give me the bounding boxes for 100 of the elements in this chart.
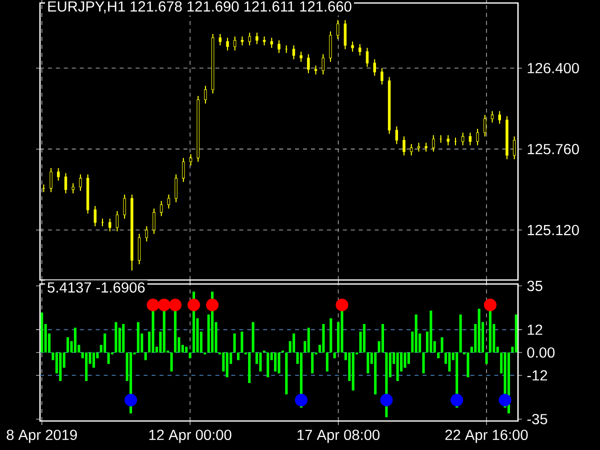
candlestick bbox=[64, 172, 68, 194]
bar bbox=[226, 352, 228, 378]
candlestick bbox=[300, 51, 302, 62]
bar bbox=[352, 352, 354, 391]
y-tick-label: 125.120 bbox=[528, 224, 579, 236]
candlestick bbox=[344, 20, 347, 50]
bar bbox=[414, 314, 418, 353]
candlestick bbox=[439, 134, 442, 144]
bar bbox=[466, 352, 470, 378]
bar bbox=[437, 352, 440, 358]
bar bbox=[266, 352, 270, 378]
bar bbox=[459, 314, 462, 353]
bar bbox=[366, 352, 370, 374]
bar bbox=[107, 352, 110, 364]
bar bbox=[240, 332, 244, 353]
bar bbox=[152, 310, 154, 353]
candlestick bbox=[380, 68, 384, 86]
candlestick bbox=[278, 40, 280, 54]
y-tick-label: 12 bbox=[528, 324, 542, 335]
bar bbox=[362, 324, 366, 353]
candlestick bbox=[182, 157, 185, 182]
y-tick-label: 126.400 bbox=[528, 62, 579, 74]
candlestick bbox=[226, 37, 229, 51]
bar bbox=[236, 352, 240, 360]
bar bbox=[326, 352, 328, 372]
candlestick bbox=[336, 20, 340, 40]
candlestick bbox=[204, 85, 207, 104]
candlestick bbox=[402, 136, 406, 156]
bar bbox=[104, 333, 106, 353]
candlestick bbox=[218, 33, 222, 46]
bar bbox=[233, 333, 236, 353]
candlestick bbox=[152, 208, 156, 234]
y-tick-label: -35 bbox=[527, 414, 548, 424]
bar bbox=[478, 308, 480, 353]
bar bbox=[174, 310, 177, 353]
bar bbox=[404, 352, 406, 368]
bar bbox=[422, 352, 425, 374]
bar bbox=[122, 324, 125, 353]
bar bbox=[144, 352, 147, 360]
candlestick bbox=[167, 194, 170, 210]
candlestick bbox=[189, 154, 192, 166]
bar bbox=[162, 310, 166, 353]
candlestick bbox=[116, 210, 119, 232]
candlestick bbox=[432, 134, 435, 152]
candlestick bbox=[307, 54, 310, 74]
x-tick-label: 17 Apr 08:00 bbox=[298, 430, 380, 443]
bar bbox=[407, 352, 410, 364]
x-tick-label: 8 Apr 2019 bbox=[6, 430, 77, 443]
candlestick bbox=[57, 168, 60, 182]
candlestick bbox=[461, 132, 464, 146]
y-tick-label: 35 bbox=[527, 280, 542, 292]
bar bbox=[381, 324, 384, 353]
candlestick bbox=[160, 200, 163, 217]
candlestick bbox=[351, 41, 354, 52]
bar bbox=[252, 322, 254, 353]
candlestick bbox=[123, 194, 126, 220]
candlestick bbox=[322, 54, 324, 75]
bar bbox=[74, 328, 76, 353]
bar bbox=[333, 352, 336, 358]
chart-title: 5.4137 -1.6906 bbox=[48, 282, 145, 293]
candlestick bbox=[145, 226, 148, 242]
y-tick-label: 125.760 bbox=[528, 144, 579, 154]
candlestick bbox=[490, 110, 494, 124]
bar bbox=[40, 312, 44, 353]
bar bbox=[66, 337, 70, 353]
bar bbox=[285, 352, 288, 394]
bar bbox=[374, 352, 377, 394]
candlestick bbox=[358, 44, 362, 56]
candlestick bbox=[248, 32, 251, 46]
candlestick bbox=[395, 126, 398, 145]
bar bbox=[92, 352, 95, 368]
bar bbox=[59, 352, 62, 382]
candlestick bbox=[79, 174, 82, 192]
y-tick-label: -12 bbox=[527, 370, 548, 380]
bar bbox=[259, 352, 262, 372]
candlestick bbox=[446, 134, 450, 146]
candlestick bbox=[476, 128, 479, 146]
bar bbox=[488, 310, 492, 353]
candlestick bbox=[468, 132, 472, 146]
candlestick bbox=[72, 182, 74, 194]
candlestick bbox=[498, 110, 501, 124]
bar bbox=[136, 322, 140, 353]
candlestick bbox=[138, 233, 141, 265]
x-tick-label: 12 Apr 00:00 bbox=[149, 430, 232, 443]
bar bbox=[485, 352, 488, 364]
bar bbox=[170, 352, 173, 372]
bar bbox=[278, 352, 280, 374]
candlestick bbox=[256, 32, 258, 45]
bar bbox=[248, 352, 251, 383]
candlestick bbox=[94, 206, 97, 227]
bar bbox=[330, 318, 332, 353]
bar bbox=[514, 314, 518, 353]
bar bbox=[307, 328, 310, 353]
bar bbox=[188, 352, 192, 358]
bar bbox=[114, 322, 118, 353]
bar bbox=[448, 352, 451, 372]
candlestick bbox=[270, 37, 274, 48]
candlestick bbox=[50, 168, 52, 193]
candlestick bbox=[108, 218, 112, 232]
candlestick bbox=[373, 58, 376, 76]
